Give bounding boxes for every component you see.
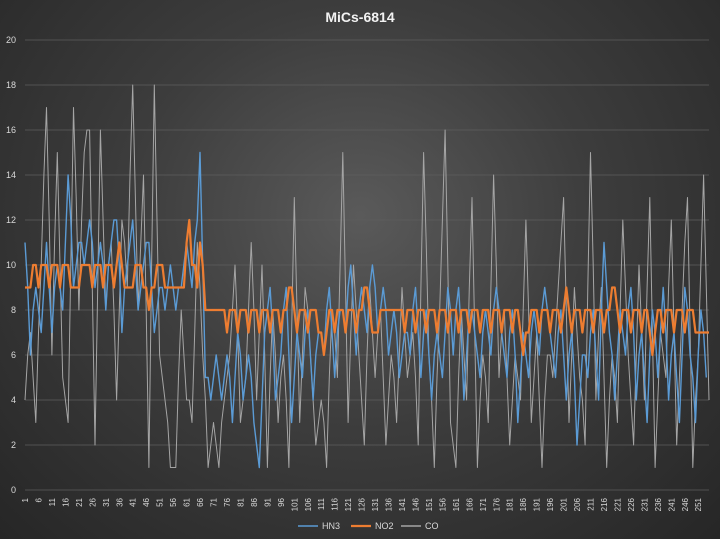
x-tick-label: 76 — [223, 497, 232, 506]
x-tick-label: 121 — [344, 497, 353, 511]
x-tick-label: 111 — [317, 497, 326, 510]
x-axis-ticks: 1 6 11 16 21 26 31 36 41 46 51 56 61 66 71 76 81 86 91 96 10… — [21, 497, 703, 511]
y-tick-label: 4 — [11, 395, 16, 405]
series-line-hn3 — [24, 151, 707, 469]
x-tick-label: 181 — [506, 497, 515, 511]
x-tick-label: 6 — [34, 497, 43, 502]
y-tick-label: 0 — [11, 485, 16, 495]
y-tick-label: 2 — [11, 440, 16, 450]
x-tick-label: 41 — [129, 497, 138, 506]
x-tick-label: 51 — [156, 497, 165, 506]
y-tick-label: 16 — [6, 125, 16, 135]
y-tick-label: 12 — [6, 215, 16, 225]
legend: HN3 NO2 CO — [298, 521, 439, 531]
x-tick-label: 216 — [600, 497, 609, 511]
x-tick-label: 46 — [142, 497, 151, 506]
legend-label-no2: NO2 — [375, 521, 394, 531]
x-tick-label: 246 — [681, 497, 690, 511]
x-tick-label: 176 — [492, 497, 501, 511]
x-tick-label: 251 — [694, 497, 703, 511]
x-tick-label: 61 — [183, 497, 192, 506]
x-tick-label: 81 — [236, 497, 245, 506]
x-tick-label: 226 — [627, 497, 636, 511]
x-tick-label: 146 — [411, 497, 420, 511]
x-tick-label: 191 — [533, 497, 542, 511]
x-tick-label: 136 — [385, 497, 394, 511]
x-tick-label: 196 — [546, 497, 555, 511]
series-line-co — [24, 84, 710, 468]
x-tick-label: 96 — [277, 497, 286, 506]
x-tick-label: 66 — [196, 497, 205, 506]
x-tick-label: 71 — [210, 497, 219, 506]
x-tick-label: 11 — [48, 497, 57, 506]
x-tick-label: 131 — [371, 497, 380, 511]
series-lines — [24, 84, 710, 469]
x-tick-label: 161 — [452, 497, 461, 511]
x-tick-label: 36 — [115, 497, 124, 506]
x-tick-label: 231 — [640, 497, 649, 511]
x-tick-label: 106 — [304, 497, 313, 511]
x-tick-label: 206 — [573, 497, 582, 511]
x-tick-label: 91 — [263, 497, 272, 506]
y-tick-label: 8 — [11, 305, 16, 315]
x-tick-label: 201 — [560, 497, 569, 511]
x-tick-label: 16 — [61, 497, 70, 506]
x-tick-label: 101 — [290, 497, 299, 511]
x-tick-label: 186 — [519, 497, 528, 511]
x-tick-label: 211 — [587, 497, 596, 510]
x-tick-label: 31 — [102, 497, 111, 506]
x-tick-label: 126 — [358, 497, 367, 511]
x-tick-label: 151 — [425, 497, 434, 511]
legend-label-hn3: HN3 — [322, 521, 340, 531]
x-tick-label: 86 — [250, 497, 259, 506]
y-tick-label: 20 — [6, 35, 16, 45]
x-tick-label: 156 — [438, 497, 447, 511]
x-tick-label: 141 — [398, 497, 407, 511]
x-tick-label: 171 — [479, 497, 488, 511]
legend-label-co: CO — [425, 521, 439, 531]
x-tick-label: 116 — [331, 497, 340, 510]
x-tick-label: 166 — [465, 497, 474, 511]
chart-title: MiCs-6814 — [325, 9, 394, 25]
y-tick-label: 14 — [6, 170, 16, 180]
x-tick-label: 26 — [88, 497, 97, 506]
x-tick-label: 241 — [667, 497, 676, 511]
x-tick-label: 21 — [75, 497, 84, 506]
y-tick-label: 10 — [6, 260, 16, 270]
x-tick-label: 56 — [169, 497, 178, 506]
y-axis-ticks: 0 2 4 6 8 10 12 14 16 18 20 — [6, 35, 16, 495]
x-tick-label: 236 — [654, 497, 663, 511]
x-tick-label: 1 — [21, 497, 30, 502]
y-tick-label: 6 — [11, 350, 16, 360]
y-tick-label: 18 — [6, 80, 16, 90]
series-line-no2 — [25, 218, 709, 357]
x-tick-label: 221 — [613, 497, 622, 511]
